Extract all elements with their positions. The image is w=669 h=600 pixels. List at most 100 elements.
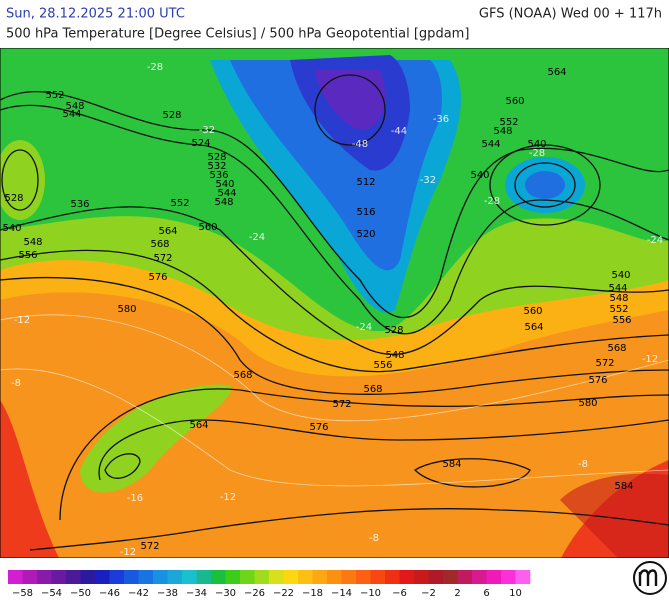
contour-label: 536 <box>70 199 89 210</box>
colorbar-swatch <box>341 570 357 584</box>
contour-label: 536 <box>209 170 228 181</box>
colorbar-swatch <box>283 570 299 584</box>
colorbar-swatch <box>428 570 444 584</box>
colorbar-label: −10 <box>360 588 381 599</box>
colorbar-label: 6 <box>483 588 489 599</box>
colorbar-label: −6 <box>392 588 407 599</box>
colorbar-swatch <box>486 570 502 584</box>
colorbar-swatch <box>167 570 183 584</box>
colorbar-swatch <box>370 570 386 584</box>
contour-label: 560 <box>198 222 217 233</box>
colorbar-swatch <box>66 570 81 584</box>
contour-label: 556 <box>612 315 631 326</box>
contour-label: 564 <box>158 226 177 237</box>
contour-label: 548 <box>385 350 404 361</box>
colorbar-label: −46 <box>99 588 120 599</box>
colorbar-swatch <box>457 570 473 584</box>
colorbar-label: 10 <box>509 588 522 599</box>
contour-label: 528 <box>162 110 181 121</box>
colorbar-label: −38 <box>157 588 178 599</box>
colorbar-swatch <box>124 570 139 584</box>
contour-label: 572 <box>140 541 159 552</box>
contour-label: 560 <box>505 96 524 107</box>
contour-label: 568 <box>607 343 626 354</box>
contour-label: 528 <box>4 193 23 204</box>
isotherm-label: -12 <box>220 492 236 503</box>
contour-label: 520 <box>356 229 375 240</box>
colorbar-swatch <box>312 570 328 584</box>
isotherm-label: -24 <box>356 322 372 333</box>
colorbar-label: −58 <box>12 588 33 599</box>
colorbar-swatch <box>515 570 531 584</box>
contour-label: 548 <box>609 293 628 304</box>
colorbar-label: −34 <box>186 588 207 599</box>
colorbar-label: −42 <box>128 588 149 599</box>
contour-label: 544 <box>217 188 236 199</box>
contour-label: 528 <box>384 325 403 336</box>
contour-label: 568 <box>233 370 252 381</box>
contour-label: 544 <box>62 109 81 120</box>
contour-label: 572 <box>595 358 614 369</box>
isotherm-label: -12 <box>120 547 136 558</box>
contour-label: 540 <box>611 270 630 281</box>
isotherm-label: -16 <box>127 493 143 504</box>
isotherm-label: -32 <box>199 125 215 136</box>
isotherm-label: -8 <box>578 459 588 470</box>
colorbar-swatch <box>37 570 52 584</box>
datetime: Sun, 28.12.2025 21:00 UTC <box>6 7 185 22</box>
colorbar-swatch <box>240 570 255 584</box>
colorbar-swatch <box>211 570 226 584</box>
colorbar-label: −30 <box>215 588 236 599</box>
contour-label: 544 <box>481 139 500 150</box>
model-run: GFS (NOAA) Wed 00 + 117h <box>479 7 662 22</box>
contour-label: 528 <box>207 152 226 163</box>
contour-label: 540 <box>2 223 21 234</box>
colorbar-label: −2 <box>421 588 436 599</box>
contour-label: 560 <box>523 306 542 317</box>
contour-label: 580 <box>117 304 136 315</box>
colorbar-swatch <box>196 570 212 584</box>
contour-label: 576 <box>588 375 607 386</box>
contour-label: 572 <box>153 253 172 264</box>
colorbar-swatch <box>501 570 516 584</box>
isotherm-label: -24 <box>249 232 265 243</box>
colorbar-swatch <box>443 570 458 584</box>
colorbar-label: −26 <box>244 588 265 599</box>
isotherm-label: -12 <box>14 315 30 326</box>
contour-label: 552 <box>499 117 518 128</box>
colorbar-label: −22 <box>273 588 294 599</box>
logo <box>633 561 667 595</box>
colorbar-label: −54 <box>41 588 62 599</box>
colorbar-swatch <box>254 570 270 584</box>
colorbar-swatch <box>414 570 429 584</box>
contour-label: 552 <box>170 198 189 209</box>
contour-label: 576 <box>309 422 328 433</box>
contour-label: 540 <box>527 139 546 150</box>
contour-label: 524 <box>191 138 210 149</box>
contour-label: 532 <box>207 161 226 172</box>
contour-label: 548 <box>23 237 42 248</box>
isotherm-label: -8 <box>11 378 21 389</box>
isotherm-label: -24 <box>647 235 663 246</box>
contour-label: 552 <box>609 304 628 315</box>
isotherm-label: -28 <box>529 148 545 159</box>
colorbar-label: −50 <box>70 588 91 599</box>
colorbar-swatch <box>109 570 125 584</box>
map: 5525485445285365405485565285245285325365… <box>0 48 669 558</box>
contour-label: 584 <box>442 459 461 470</box>
colorbar-label: −14 <box>331 588 352 599</box>
contour-label: 564 <box>524 322 543 333</box>
colorbar-label: 2 <box>454 588 460 599</box>
colorbar-swatch <box>22 570 38 584</box>
isotherm-label: -28 <box>484 196 500 207</box>
isotherm-label: -12 <box>642 354 658 365</box>
contour-label: 556 <box>373 360 392 371</box>
colorbar-swatch <box>269 570 284 584</box>
contour-label: 572 <box>332 399 351 410</box>
contour-label: 516 <box>356 207 375 218</box>
isotherm-label: -28 <box>147 62 163 73</box>
contour-label: 564 <box>189 420 208 431</box>
contour-label: 540 <box>215 179 234 190</box>
colorbar-swatch <box>80 570 96 584</box>
